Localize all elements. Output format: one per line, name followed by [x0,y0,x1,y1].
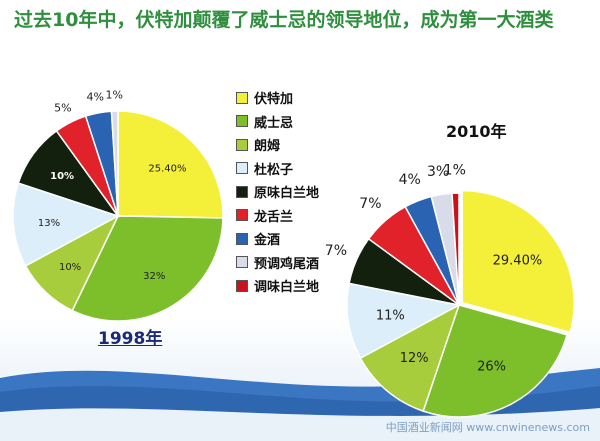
pie-label-0-1: 32% [143,271,165,282]
pie-slice-1-0 [461,189,575,334]
legend-swatch [236,162,248,175]
pie-label-0-5: 5% [54,101,71,114]
legend-swatch [236,209,248,222]
pie-label-1-8: 1% [444,163,466,179]
pie-label-0-7: 1% [105,88,122,101]
legend-item-7: 预调鸡尾酒 [236,251,376,275]
legend-item-5: 龙舌兰 [236,204,376,228]
pie-label-0-2: 10% [59,262,81,273]
legend-swatch [236,256,248,269]
pie-label-1-6: 4% [399,172,421,188]
pie-label-1-7: 3% [427,164,449,180]
legend-label: 杜松子 [254,162,294,178]
legend-swatch [236,91,248,104]
pie-slice-1-1 [422,304,568,418]
pie-slice-0-0 [117,110,224,219]
pie-label-0-3: 13% [38,218,60,229]
pie-label-1-5: 7% [359,196,381,212]
legend-label: 金酒 [254,233,281,249]
pie-label-1-4: 7% [325,243,347,259]
legend-item-1: 威士忌 [236,110,376,134]
legend-label: 原味白兰地 [254,186,320,202]
legend-item-6: 金酒 [236,227,376,251]
pie-label-1-2: 12% [400,351,429,366]
pie-slice-0-7 [110,110,119,217]
pie-slice-1-3 [346,282,462,360]
pie-slice-0-3 [12,182,120,267]
legend-item-8: 调味白兰地 [236,274,376,298]
pie-label-0-4: 10% [50,171,74,182]
legend-label: 威士忌 [254,115,294,131]
legend-swatch [236,279,248,292]
pie-label-1-1: 26% [477,359,506,374]
pie-2010-title: 2010年 [446,122,507,141]
legend-item-4: 原味白兰地 [236,180,376,204]
pie-label-1-3: 11% [376,308,405,323]
pie-label-0-6: 4% [87,90,104,103]
legend-label: 预调鸡尾酒 [254,256,320,272]
legend-swatch [236,185,248,198]
pie-1998-title: 1998年 [98,329,163,349]
legend: 伏特加威士忌朗姆杜松子原味白兰地龙舌兰金酒预调鸡尾酒调味白兰地 [236,86,376,298]
legend-label: 朗姆 [254,139,281,155]
pie-label-1-0: 29.40% [493,254,543,269]
legend-label: 龙舌兰 [254,209,294,225]
legend-item-2: 朗姆 [236,133,376,157]
pie-slice-0-1 [71,215,224,322]
pie-slice-1-8 [451,192,460,306]
pie-label-0-0: 25.40% [148,163,186,174]
legend-swatch [236,232,248,245]
legend-label: 伏特加 [254,92,294,108]
watermark: 中国酒业新闻网 www.cnwinenews.com [385,421,590,434]
legend-label: 调味白兰地 [254,280,320,296]
pie-slice-1-2 [359,303,461,413]
legend-swatch [236,138,248,151]
legend-swatch [236,115,248,128]
page-title: 过去10年中，伏特加颠覆了威士忌的领导地位，成为第一大酒类 [14,9,554,31]
legend-item-3: 杜松子 [236,157,376,181]
legend-item-0: 伏特加 [236,86,376,110]
